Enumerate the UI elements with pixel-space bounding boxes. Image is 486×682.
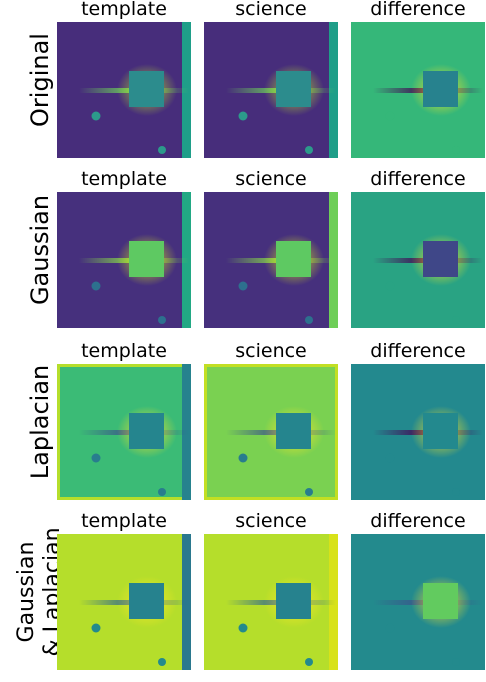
image-panel	[351, 534, 485, 670]
column-title: science	[235, 340, 307, 362]
row-label-text: Laplacian	[26, 364, 54, 480]
image-panel	[57, 364, 191, 500]
point-source	[305, 146, 313, 154]
square-source	[276, 71, 311, 107]
point-source	[91, 281, 101, 291]
point-source	[305, 658, 313, 666]
column-title: science	[235, 510, 307, 532]
point-source	[452, 316, 460, 324]
row-label-text: Original	[26, 33, 54, 127]
point-source	[452, 488, 460, 496]
image-panel	[204, 192, 338, 328]
panel-image	[351, 364, 485, 500]
panel-image	[57, 22, 191, 158]
panel-image	[351, 534, 485, 670]
point-source	[91, 453, 101, 463]
point-source	[238, 281, 248, 291]
image-panel	[57, 22, 191, 158]
point-source	[305, 488, 313, 496]
square-source	[423, 583, 458, 619]
image-panel	[351, 364, 485, 500]
point-source	[452, 658, 460, 666]
panel-image	[351, 22, 485, 158]
point-source	[158, 658, 166, 666]
square-source	[129, 413, 164, 449]
point-source	[238, 453, 248, 463]
column-title: template	[81, 0, 167, 20]
panel-image	[57, 534, 191, 670]
column-title: template	[81, 168, 167, 190]
point-source	[385, 453, 395, 463]
image-panel	[204, 22, 338, 158]
square-source	[276, 583, 311, 619]
column-title: template	[81, 340, 167, 362]
square-source	[423, 241, 458, 277]
panel-image	[57, 364, 191, 500]
image-panel	[351, 22, 485, 158]
point-source	[238, 111, 248, 121]
column-title: difference	[370, 340, 466, 362]
point-source	[158, 316, 166, 324]
square-source	[129, 583, 164, 619]
panel-row: Laplacian template science difference	[0, 340, 486, 512]
point-source	[158, 488, 166, 496]
panel-image	[204, 534, 338, 670]
column-title: science	[235, 168, 307, 190]
square-source	[129, 241, 164, 277]
column-title: difference	[370, 0, 466, 20]
panel-image	[204, 192, 338, 328]
point-source	[385, 623, 395, 633]
square-source	[276, 241, 311, 277]
point-source	[238, 623, 248, 633]
panel-image	[351, 192, 485, 328]
image-panel	[204, 534, 338, 670]
point-source	[385, 111, 395, 121]
point-source	[452, 146, 460, 154]
column-title: difference	[370, 168, 466, 190]
square-source	[423, 71, 458, 107]
column-title: difference	[370, 510, 466, 532]
image-panel	[57, 534, 191, 670]
panel-row: Original template science difference	[0, 0, 486, 170]
panel-row: Gaussian template science difference	[0, 168, 486, 340]
square-source	[129, 71, 164, 107]
square-source	[423, 413, 458, 449]
image-panel	[204, 364, 338, 500]
image-panel	[351, 192, 485, 328]
point-source	[91, 111, 101, 121]
column-title: science	[235, 0, 307, 20]
panel-image	[57, 192, 191, 328]
point-source	[91, 623, 101, 633]
panel-row: Gaussian & Laplacian template science diffe…	[0, 510, 486, 682]
panel-image	[204, 22, 338, 158]
panel-image	[204, 364, 338, 500]
point-source	[158, 146, 166, 154]
image-panel	[57, 192, 191, 328]
point-source	[305, 316, 313, 324]
column-title: template	[81, 510, 167, 532]
row-label-text: Gaussian	[26, 194, 54, 306]
point-source	[385, 281, 395, 291]
square-source	[276, 413, 311, 449]
panel-frame	[204, 364, 338, 500]
